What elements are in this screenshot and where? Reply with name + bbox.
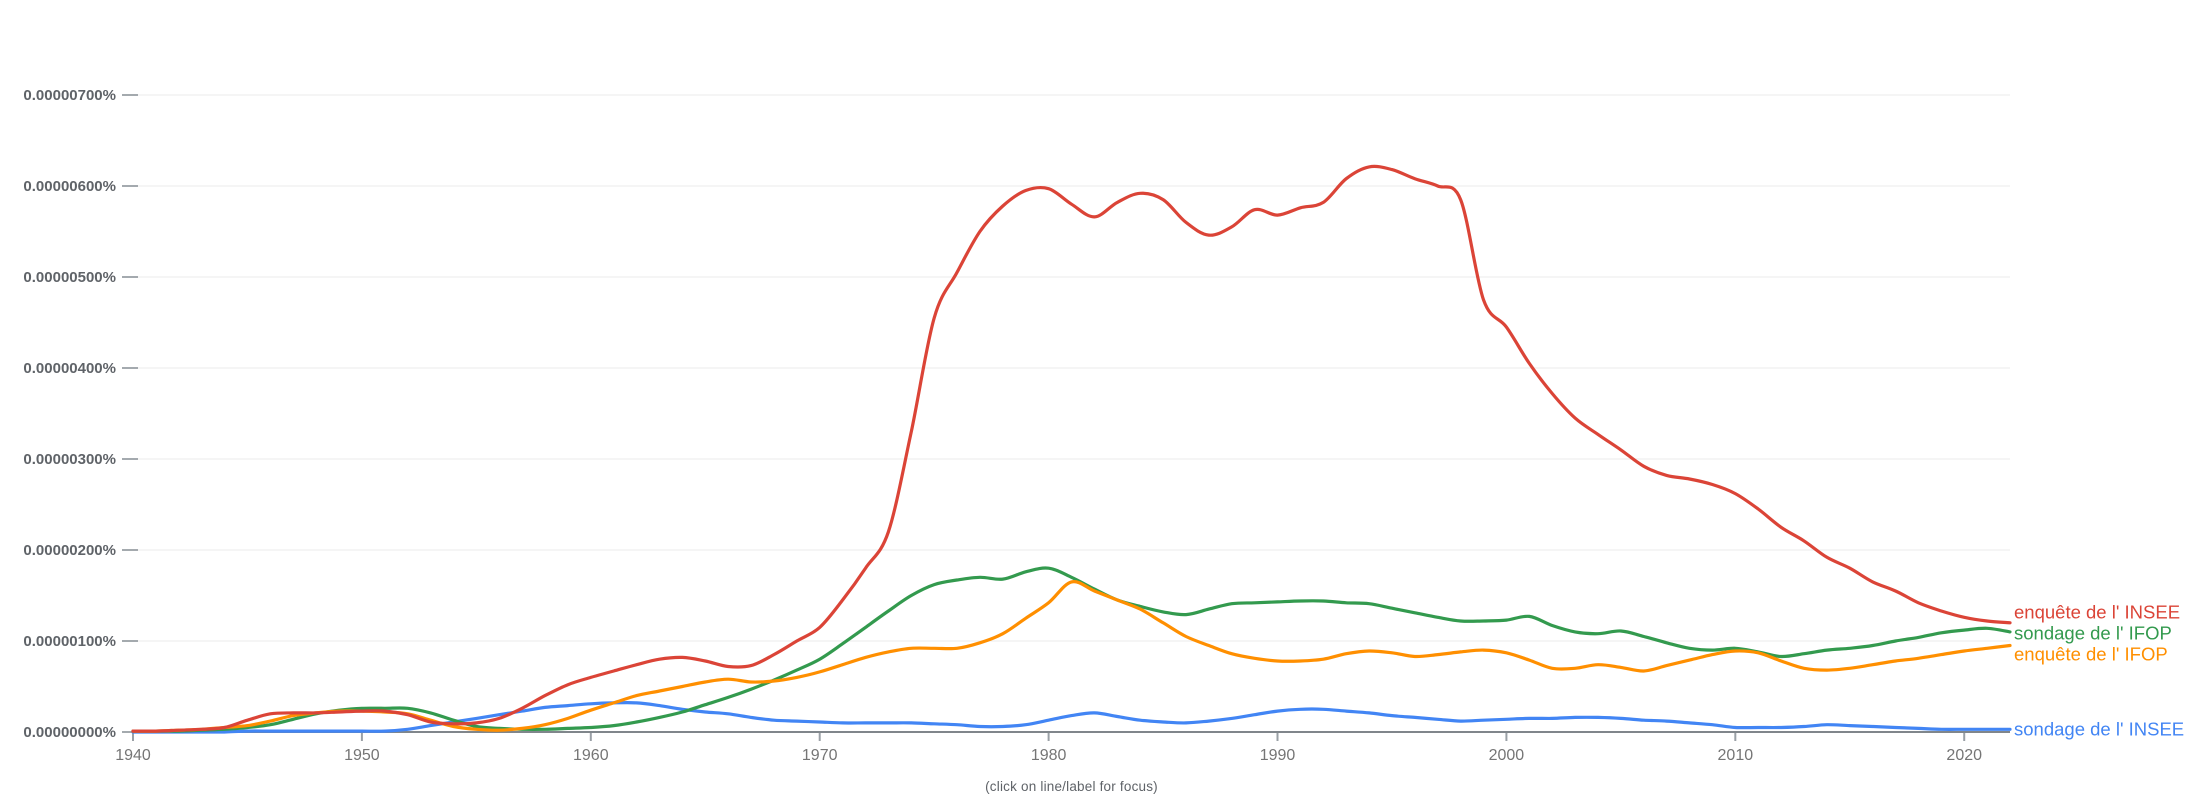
y-axis-label: 0.00000000%: [23, 724, 116, 741]
series-label-enquete-de-l-insee[interactable]: enquête de l' INSEE: [2014, 601, 2180, 622]
y-axis-label: 0.00000700%: [23, 87, 116, 104]
series-label-sondage-de-l-ifop[interactable]: sondage de l' IFOP: [2014, 622, 2172, 643]
series-label-enquete-de-l-ifop[interactable]: enquête de l' IFOP: [2014, 643, 2168, 664]
y-axis-label: 0.00000600%: [23, 178, 116, 195]
y-axis-label: 0.00000300%: [23, 451, 116, 468]
y-axis-label: 0.00000500%: [23, 269, 116, 286]
y-axis-label: 0.00000200%: [23, 542, 116, 559]
chart-footnote: (click on line/label for focus): [985, 779, 1158, 794]
series-line-sondage-de-l-ifop[interactable]: [131, 566, 2012, 733]
x-axis-label-1970: 1970: [802, 747, 838, 764]
series-label-sondage-de-l-insee[interactable]: sondage de l' INSEE: [2014, 718, 2184, 739]
series-line-enquete-de-l-insee[interactable]: [131, 164, 2012, 733]
x-axis-label-1950: 1950: [344, 747, 380, 764]
x-axis-label-2000: 2000: [1489, 747, 1525, 764]
x-axis-label-1960: 1960: [573, 747, 609, 764]
y-axis-label: 0.00000100%: [23, 633, 116, 650]
x-axis-label-1940: 1940: [115, 747, 151, 764]
x-axis-label-1990: 1990: [1260, 747, 1296, 764]
x-axis-label-2010: 2010: [1718, 747, 1754, 764]
y-axis-label: 0.00000400%: [23, 360, 116, 377]
x-axis-label-1980: 1980: [1031, 747, 1067, 764]
x-axis-label-2020: 2020: [1946, 747, 1982, 764]
